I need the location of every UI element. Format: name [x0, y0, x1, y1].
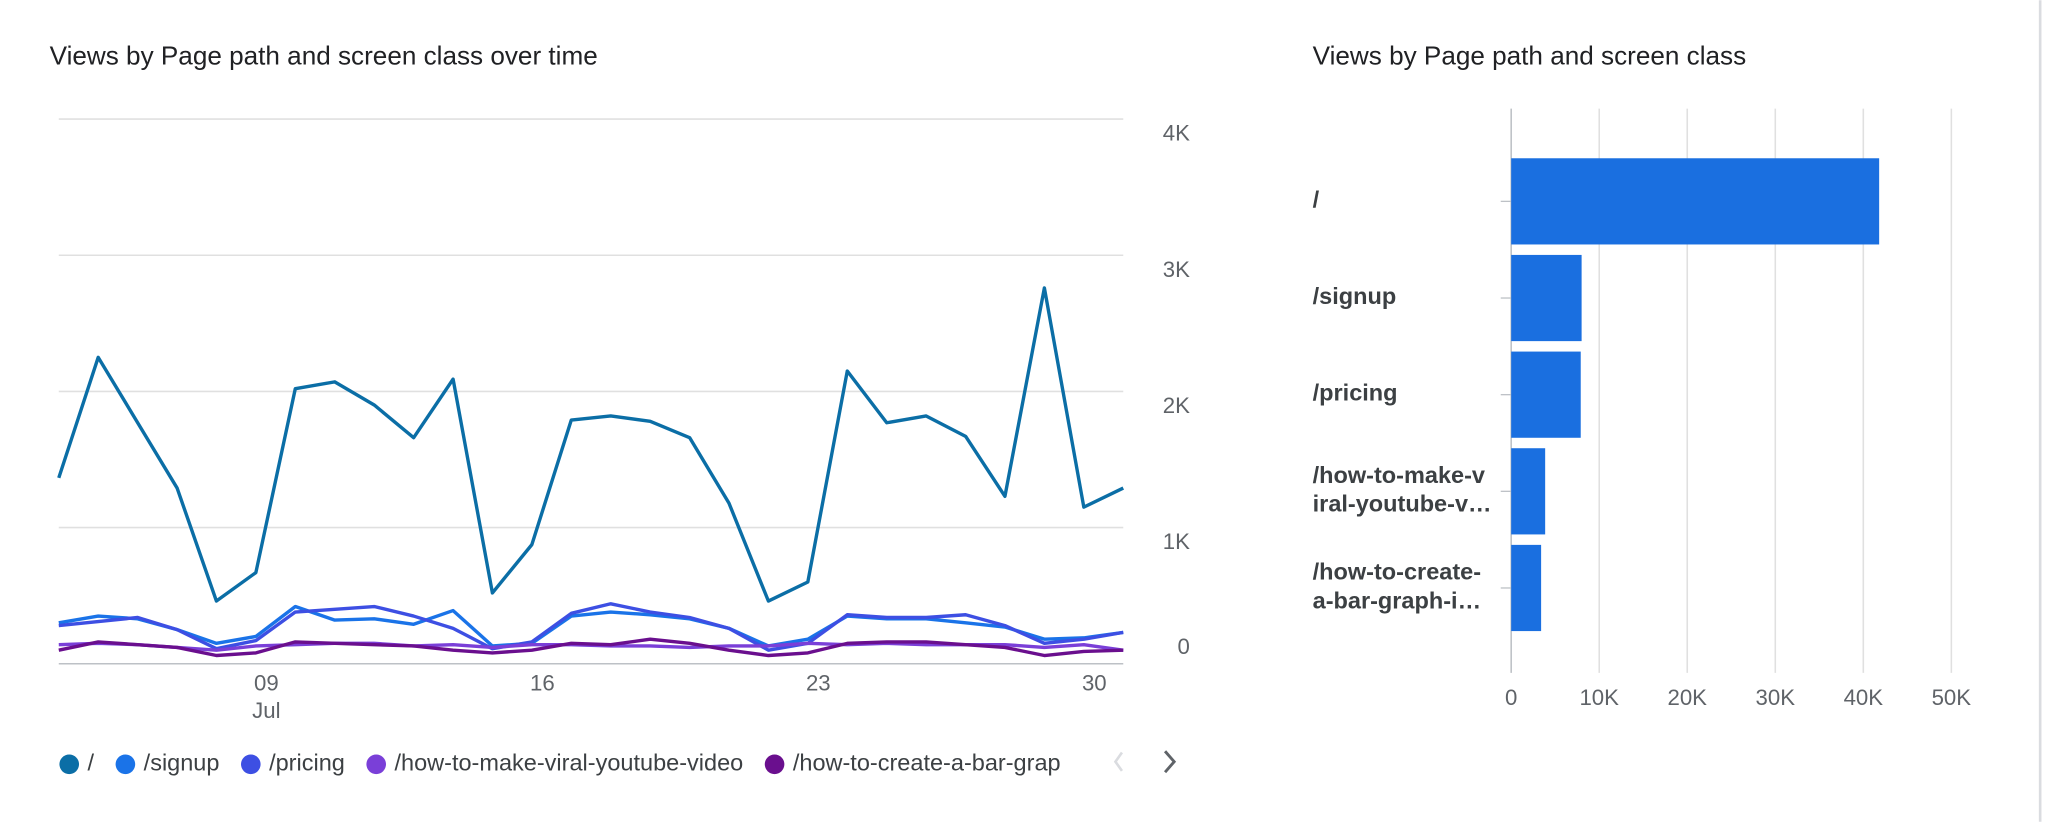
legend-swatch — [366, 754, 386, 775]
line-series — [57, 286, 1125, 603]
y-tick-label: 4K — [1163, 121, 1190, 146]
y-tick-label: 0 — [1178, 634, 1190, 659]
x-tick-label: 23 — [806, 670, 831, 695]
legend-label: /how-to-make-viral-youtube-video — [394, 750, 743, 776]
legend-next[interactable] — [1163, 750, 1177, 774]
line-series — [58, 602, 1124, 652]
x-tick-label: 50K — [1932, 685, 1972, 710]
chart-title: Views by Page path and screen class — [1313, 41, 1746, 71]
bar — [1511, 158, 1880, 245]
legend-swatch — [59, 754, 80, 775]
y-category-label: /signup — [1313, 283, 1397, 309]
legend-swatch — [764, 754, 785, 775]
bar — [1511, 448, 1546, 535]
x-tick-label: 20K — [1668, 685, 1708, 710]
y-tick-label: 2K — [1163, 393, 1190, 418]
x-tick-label: 09 Jul — [252, 670, 280, 722]
bar — [1511, 544, 1542, 632]
y-category-label: /how-to-make-v iral-youtube-v… — [1313, 462, 1492, 517]
chart-title: Views by Page path and screen class over… — [50, 41, 598, 71]
line-series — [58, 637, 1124, 658]
x-tick-label: 0 — [1505, 685, 1517, 710]
line-series — [58, 604, 1124, 648]
legend-label: /signup — [144, 750, 220, 776]
legend-prev[interactable] — [1113, 751, 1124, 772]
y-category-label: / — [1313, 187, 1320, 213]
bar — [1511, 254, 1582, 342]
x-tick-label: 30K — [1756, 685, 1796, 710]
x-tick-label: 16 — [530, 670, 555, 695]
x-tick-label: 40K — [1844, 685, 1884, 710]
bar — [1511, 351, 1581, 438]
legend-label: / — [88, 750, 95, 776]
legend-label: /pricing — [269, 750, 345, 776]
x-tick-label: 10K — [1579, 685, 1619, 710]
x-tick-label: 30 — [1082, 670, 1107, 695]
y-tick-label: 1K — [1163, 529, 1190, 554]
legend-swatch — [241, 754, 261, 775]
legend-swatch — [115, 754, 136, 775]
legend-label: /how-to-create-a-bar-grap — [793, 750, 1061, 776]
y-category-label: /pricing — [1313, 380, 1398, 406]
y-category-label: /how-to-create-a-bar-graph-i… — [1313, 559, 1481, 614]
y-tick-label: 3K — [1163, 257, 1190, 282]
